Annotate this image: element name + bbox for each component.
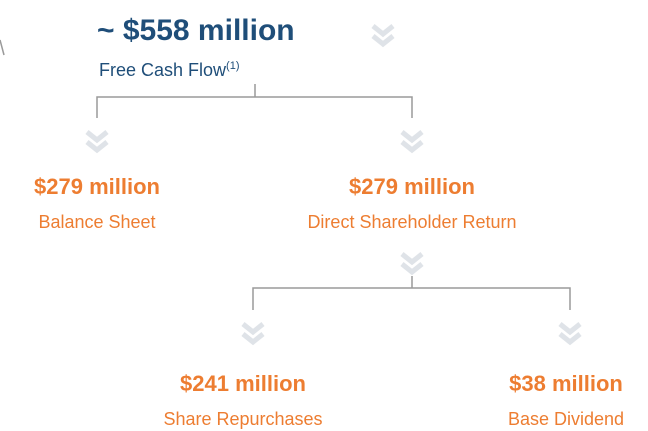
chevron-icon — [402, 132, 422, 150]
node-label: Base Dividend — [508, 409, 624, 429]
subtitle-text: Free Cash Flow — [99, 60, 227, 80]
bracket — [96, 84, 413, 118]
bracket — [252, 276, 571, 310]
subtitle: Free Cash Flow(1) — [99, 60, 240, 80]
title: ~ $558 million — [97, 14, 295, 47]
chevron-icon — [87, 132, 107, 150]
node-label: Direct Shareholder Return — [307, 212, 516, 232]
footnote: (1) — [226, 60, 239, 72]
chevron-icon — [373, 26, 393, 44]
edge-line — [0, 39, 5, 56]
chevron-icon — [243, 324, 263, 342]
chevron-icon — [560, 324, 580, 342]
chevron-icon — [402, 254, 422, 272]
node-amount: $241 million — [180, 371, 306, 396]
node-amount: $279 million — [349, 174, 475, 199]
node-amount: $279 million — [34, 174, 160, 199]
node-label: Share Repurchases — [163, 409, 322, 429]
node-amount: $38 million — [509, 371, 623, 396]
node-label: Balance Sheet — [38, 212, 155, 232]
